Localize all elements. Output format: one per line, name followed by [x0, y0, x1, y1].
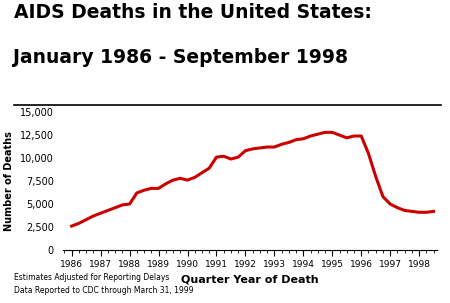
Text: Estimates Adjusted for Reporting Delays: Estimates Adjusted for Reporting Delays [14, 273, 169, 282]
X-axis label: Quarter Year of Death: Quarter Year of Death [181, 275, 319, 285]
Text: Data Reported to CDC through March 31, 1999: Data Reported to CDC through March 31, 1… [14, 286, 193, 295]
Y-axis label: Number of Deaths: Number of Deaths [4, 131, 14, 231]
Text: AIDS Deaths in the United States:: AIDS Deaths in the United States: [14, 3, 371, 22]
Text: January 1986 - September 1998: January 1986 - September 1998 [14, 48, 348, 68]
